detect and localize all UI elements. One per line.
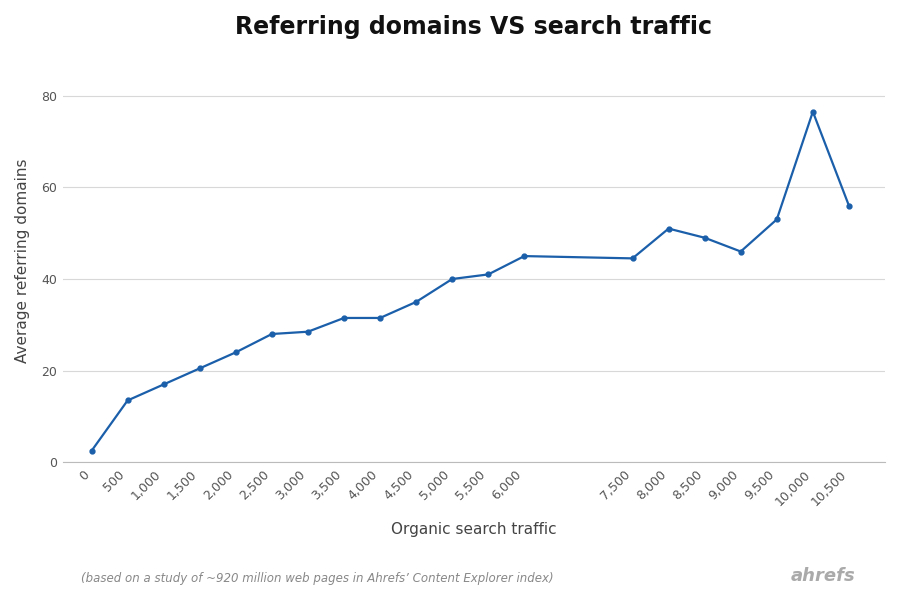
Text: (based on a study of ~920 million web pages in Ahrefs’ Content Explorer index): (based on a study of ~920 million web pa… [81, 572, 554, 585]
Y-axis label: Average referring domains: Average referring domains [15, 158, 30, 363]
X-axis label: Organic search traffic: Organic search traffic [391, 522, 556, 537]
Text: ahrefs: ahrefs [790, 567, 855, 585]
Title: Referring domains VS search traffic: Referring domains VS search traffic [235, 15, 712, 39]
